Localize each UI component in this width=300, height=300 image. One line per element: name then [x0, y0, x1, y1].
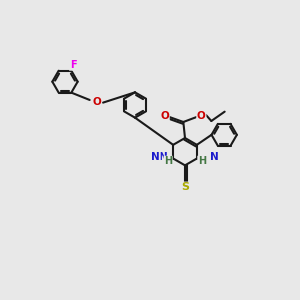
Text: N: N	[210, 152, 219, 162]
Text: O: O	[160, 111, 169, 121]
Text: H: H	[164, 156, 172, 166]
Text: F: F	[70, 60, 76, 70]
Text: N: N	[152, 152, 160, 162]
Text: O: O	[93, 97, 101, 107]
Text: O: O	[197, 111, 206, 121]
Text: N: N	[159, 152, 167, 162]
Text: H: H	[198, 156, 206, 166]
Text: S: S	[181, 182, 189, 192]
